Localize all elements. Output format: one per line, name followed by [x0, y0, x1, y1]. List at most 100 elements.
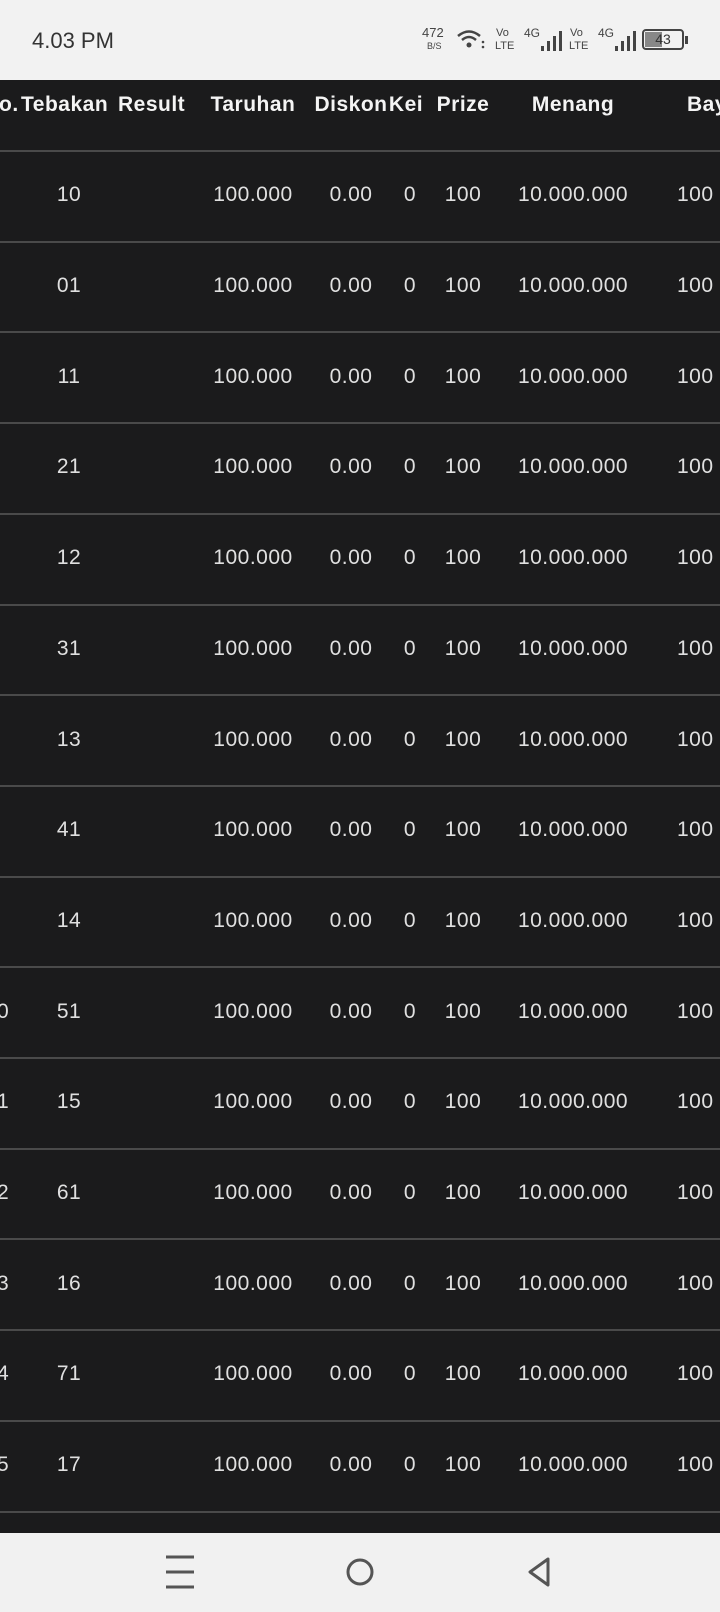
taruhan: 100.000 — [213, 455, 293, 479]
bayar: 100 — [677, 1453, 714, 1477]
menang: 10.000.000 — [517, 1271, 629, 1295]
battery-icon: 43 — [642, 29, 684, 50]
signal-icon — [615, 31, 636, 51]
prize: 100 — [444, 1181, 482, 1205]
nav-bar — [0, 1533, 720, 1612]
diskon: 0.00 — [329, 636, 373, 660]
prize: 100 — [444, 818, 482, 842]
kei: 0 — [403, 364, 417, 388]
net-speed-unit: B/S — [427, 41, 442, 51]
row-divider — [0, 1329, 720, 1332]
prize: 100 — [444, 1362, 482, 1386]
row-divider — [0, 422, 720, 425]
taruhan: 100.000 — [213, 1362, 293, 1386]
header-no: o. — [0, 93, 19, 116]
diskon: 0.00 — [329, 818, 373, 842]
diskon: 0.00 — [329, 364, 373, 388]
bayar: 100 — [677, 818, 714, 842]
row-divider — [0, 150, 720, 152]
taruhan: 100.000 — [213, 636, 293, 660]
kei: 0 — [403, 274, 417, 298]
menang: 10.000.000 — [517, 455, 629, 479]
taruhan: 100.000 — [213, 364, 293, 388]
volte-label: LTE — [569, 40, 589, 52]
bayar: 100 — [677, 727, 714, 751]
row-divider — [0, 1419, 720, 1422]
taruhan: 100.000 — [213, 908, 293, 932]
diskon: 0.00 — [329, 274, 373, 298]
diskon: 0.00 — [329, 546, 373, 570]
menang: 10.000.000 — [517, 546, 629, 570]
menang: 10.000.000 — [517, 636, 629, 660]
row-number: 4 — [0, 1362, 10, 1386]
volte-label: LTE — [495, 40, 515, 52]
bayar: 100 — [677, 1090, 714, 1114]
tebakan: 21 — [56, 455, 82, 479]
taruhan: 100.000 — [213, 274, 293, 298]
menu-button[interactable] — [166, 1555, 194, 1589]
volte-label: Vo — [496, 27, 509, 39]
header-result: Result — [118, 93, 186, 116]
battery-level: 43 — [655, 31, 671, 47]
kei: 0 — [403, 636, 417, 660]
bet-table: o. Tebakan Result Taruhan Diskon Kei Prize Mena… — [0, 80, 720, 1533]
nav-icons — [166, 1555, 550, 1589]
row-divider — [0, 1147, 720, 1150]
menang: 10.000.000 — [517, 818, 629, 842]
taruhan: 100.000 — [213, 1181, 293, 1205]
home-button[interactable] — [346, 1558, 374, 1586]
diskon: 0.00 — [329, 999, 373, 1023]
menang: 10.000.000 — [517, 274, 629, 298]
header-taruhan: Taruhan — [210, 93, 296, 116]
status-bar: 4.03 PM 472 B/S Vo LTE 4G Vo LTE 4G 43 — [0, 0, 720, 80]
menang: 10.000.000 — [517, 1090, 629, 1114]
prize: 100 — [444, 908, 482, 932]
bayar: 100 — [677, 636, 714, 660]
bayar: 100 — [677, 999, 714, 1023]
row-divider — [0, 966, 720, 969]
row-number: 1 — [0, 1090, 10, 1114]
diskon: 0.00 — [329, 1271, 373, 1295]
wifi-icon — [457, 30, 485, 49]
bayar: 100 — [677, 1362, 714, 1386]
bayar: 100 — [677, 908, 714, 932]
row-number: 3 — [0, 1271, 10, 1295]
row-number: 2 — [0, 1181, 10, 1205]
tebakan: 31 — [56, 636, 82, 660]
row-divider — [0, 694, 720, 697]
row-number: 5 — [0, 1453, 10, 1477]
volte-label: Vo — [570, 27, 583, 39]
row-divider — [0, 1057, 720, 1059]
bayar: 100 — [677, 183, 714, 207]
menang: 10.000.000 — [517, 727, 629, 751]
diskon: 0.00 — [329, 727, 373, 751]
taruhan: 100.000 — [213, 1453, 293, 1477]
diskon: 0.00 — [329, 908, 373, 932]
header-prize: Prize — [436, 93, 490, 116]
bayar: 100 — [677, 364, 714, 388]
kei: 0 — [403, 1181, 417, 1205]
kei: 0 — [403, 818, 417, 842]
taruhan: 100.000 — [213, 546, 293, 570]
signal-icon — [541, 31, 562, 51]
tebakan: 15 — [56, 1090, 82, 1114]
diskon: 0.00 — [329, 1090, 373, 1114]
diskon: 0.00 — [329, 1181, 373, 1205]
tebakan: 14 — [56, 908, 82, 932]
taruhan: 100.000 — [213, 1271, 293, 1295]
bayar: 100 — [677, 1181, 714, 1205]
kei: 0 — [403, 727, 417, 751]
tebakan: 16 — [56, 1271, 82, 1295]
bayar: 100 — [677, 1271, 714, 1295]
row-divider — [0, 875, 720, 878]
bayar: 100 — [677, 274, 714, 298]
prize: 100 — [444, 1090, 482, 1114]
row-divider — [0, 1238, 720, 1241]
tebakan: 12 — [56, 546, 82, 570]
row-divider — [0, 603, 720, 606]
taruhan: 100.000 — [213, 818, 293, 842]
back-button[interactable] — [528, 1557, 550, 1587]
prize: 100 — [444, 1453, 482, 1477]
taruhan: 100.000 — [213, 727, 293, 751]
menang: 10.000.000 — [517, 364, 629, 388]
